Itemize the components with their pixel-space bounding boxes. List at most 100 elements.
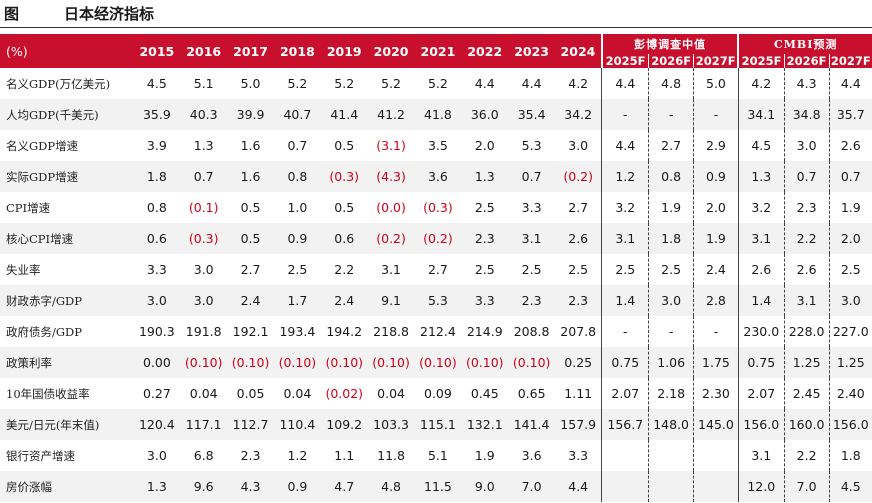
- historical-cell: 5.1: [414, 440, 462, 471]
- cmbi-forecast-cell: 4.3: [783, 68, 830, 99]
- cmbi-group-header: CMBI预测: [737, 34, 872, 54]
- bbg-forecast-cell: 2.8: [693, 285, 739, 316]
- cmbi-forecast-cell: 4.4: [828, 68, 872, 99]
- cmbi-forecast-cell: 3.0: [828, 285, 872, 316]
- cmbi-forecast-cell: 228.0: [783, 316, 830, 347]
- year-header: 2021: [414, 34, 462, 68]
- figure-title-text: 日本经济指标: [64, 5, 155, 23]
- historical-cell: 9.0: [461, 471, 509, 502]
- historical-cell: 0.8: [133, 192, 181, 223]
- bbg-forecast-cell: [693, 440, 739, 471]
- historical-cell: (0.10): [180, 347, 228, 378]
- historical-cell: 3.5: [414, 130, 462, 161]
- bbg-forecast-cell: [601, 471, 649, 502]
- historical-cell: 5.2: [320, 68, 368, 99]
- historical-cell: (0.2): [367, 223, 415, 254]
- historical-cell: 109.2: [320, 409, 368, 440]
- historical-cell: 193.4: [273, 316, 321, 347]
- historical-cell: 0.04: [367, 378, 415, 409]
- cmbi-forecast-cell: 0.75: [737, 347, 785, 378]
- year-header: 2022: [461, 34, 509, 68]
- historical-cell: 34.2: [555, 99, 602, 130]
- cmbi-forecast-cell: 4.5: [828, 471, 872, 502]
- historical-cell: 2.6: [555, 223, 602, 254]
- figure-title: 图 日本经济指标: [4, 3, 154, 25]
- cmbi-forecast-cell: 2.07: [737, 378, 785, 409]
- historical-cell: 1.7: [273, 285, 321, 316]
- table-row: 名义GDP增速 3.9 1.3 1.6 0.7 0.5 (3.1) 3.5 2.0 5.3 3.0 4…: [0, 130, 872, 161]
- historical-cell: 103.3: [367, 409, 415, 440]
- cmbi-forecast-cell: 3.1: [737, 440, 785, 471]
- year-header: 2024: [555, 34, 602, 68]
- bbg-forecast-cell: [693, 471, 739, 502]
- row-label: 政策利率: [0, 347, 134, 378]
- historical-cell: 0.5: [320, 192, 368, 223]
- historical-cell: 3.0: [133, 285, 181, 316]
- cmbi-forecast-cell: 156.0: [737, 409, 785, 440]
- cmbi-forecast-cell: 2.6: [783, 254, 830, 285]
- table-row: 失业率 3.3 3.0 2.7 2.5 2.2 3.1 2.7 2.5 2.5 2.5 2.5 2.5 2…: [0, 254, 872, 285]
- cmbi-forecast-cell: 1.25: [828, 347, 872, 378]
- title-rule: [0, 27, 872, 28]
- cmbi-forecast-cell: 34.1: [737, 99, 785, 130]
- bbg-forecast-cell: 3.0: [648, 285, 694, 316]
- historical-cell: 3.0: [133, 440, 181, 471]
- cmbi-forecast-cell: 1.4: [737, 285, 785, 316]
- historical-cell: (0.2): [414, 223, 462, 254]
- bbg-forecast-cell: 0.75: [601, 347, 649, 378]
- historical-cell: 41.2: [367, 99, 415, 130]
- table-row: 10年国债收益率 0.27 0.04 0.05 0.04 (0.02) 0.04 0.09 0.…: [0, 378, 872, 409]
- historical-cell: 4.7: [320, 471, 368, 502]
- row-label: 房价涨幅: [0, 471, 134, 502]
- historical-cell: 0.5: [320, 130, 368, 161]
- historical-cell: 0.9: [273, 223, 321, 254]
- cmbi-forecast-cell: 2.3: [783, 192, 830, 223]
- historical-cell: 3.3: [461, 285, 509, 316]
- historical-cell: (0.3): [180, 223, 228, 254]
- bbg-forecast-cell: -: [648, 99, 694, 130]
- historical-cell: 2.5: [461, 254, 509, 285]
- historical-cell: 0.25: [555, 347, 602, 378]
- forecast-year-header: 2027F: [693, 54, 739, 68]
- historical-cell: 2.3: [227, 440, 274, 471]
- cmbi-forecast-cell: 1.8: [828, 440, 872, 471]
- historical-cell: (0.1): [180, 192, 228, 223]
- historical-cell: (0.3): [320, 161, 368, 192]
- historical-cell: 5.3: [508, 130, 556, 161]
- row-label: 银行资产增速: [0, 440, 134, 471]
- figure-tag: 图: [4, 5, 20, 23]
- bbg-forecast-cell: 1.9: [648, 192, 694, 223]
- historical-cell: 3.3: [508, 192, 556, 223]
- historical-cell: 212.4: [414, 316, 462, 347]
- bbg-forecast-cell: -: [693, 316, 739, 347]
- table-row: 实际GDP增速 1.8 0.7 1.6 0.8 (0.3) (4.3) 3.6 1.3 0.7 (0…: [0, 161, 872, 192]
- cmbi-forecast-cell: 0.7: [783, 161, 830, 192]
- historical-cell: 2.5: [555, 254, 602, 285]
- historical-cell: (0.10): [508, 347, 556, 378]
- historical-cell: (3.1): [367, 130, 415, 161]
- cmbi-forecast-cell: 4.2: [737, 68, 785, 99]
- cmbi-forecast-cell: 35.7: [828, 99, 872, 130]
- cmbi-forecast-cell: 1.3: [737, 161, 785, 192]
- cmbi-forecast-cell: 2.2: [783, 223, 830, 254]
- cmbi-forecast-cell: 2.5: [828, 254, 872, 285]
- bbg-forecast-cell: 2.30: [693, 378, 739, 409]
- historical-cell: (0.0): [367, 192, 415, 223]
- cmbi-forecast-cell: 12.0: [737, 471, 785, 502]
- table-row: 房价涨幅 1.3 9.6 4.3 0.9 4.7 4.8 11.5 9.0 7.0 4.4 12.0 7…: [0, 471, 872, 502]
- historical-cell: 110.4: [273, 409, 321, 440]
- bbg-forecast-cell: 2.4: [693, 254, 739, 285]
- historical-cell: 2.3: [555, 285, 602, 316]
- historical-cell: 41.8: [414, 99, 462, 130]
- historical-cell: 3.6: [508, 440, 556, 471]
- historical-cell: 2.5: [461, 192, 509, 223]
- historical-cell: 218.8: [367, 316, 415, 347]
- cmbi-forecast-cell: 7.0: [783, 471, 830, 502]
- historical-cell: 2.7: [414, 254, 462, 285]
- cmbi-forecast-cell: 3.1: [737, 223, 785, 254]
- cmbi-forecast-cell: 2.45: [783, 378, 830, 409]
- historical-cell: 3.1: [508, 223, 556, 254]
- historical-cell: 3.6: [414, 161, 462, 192]
- historical-cell: 0.09: [414, 378, 462, 409]
- historical-cell: 1.6: [227, 161, 274, 192]
